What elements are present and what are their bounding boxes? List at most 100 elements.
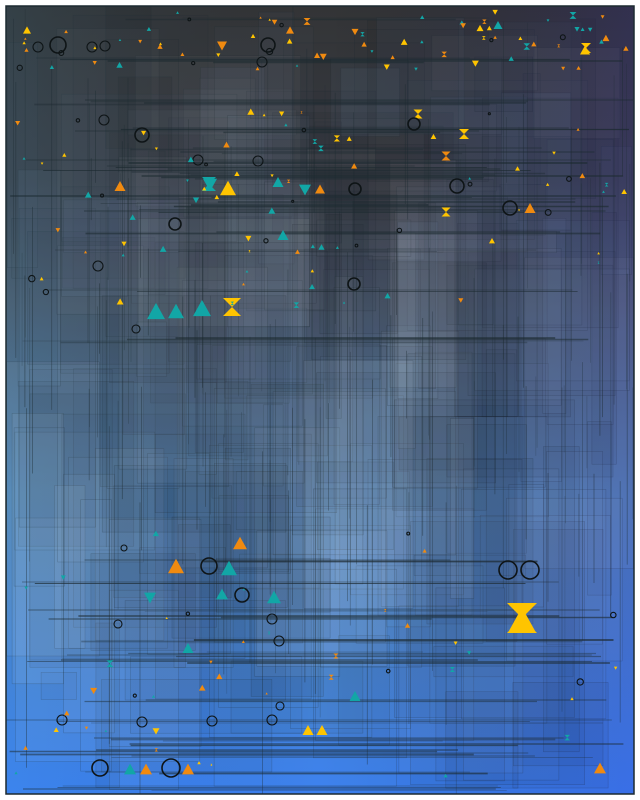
hourglass-icon (507, 603, 537, 633)
triangle-up-icon (234, 171, 240, 177)
triangle-up-icon (597, 251, 600, 255)
triangle-up-icon (151, 695, 156, 698)
triangle-up-icon (420, 15, 425, 20)
triangle-up-icon (576, 128, 580, 131)
hourglass-icon (557, 44, 561, 48)
triangle-down-icon (471, 60, 479, 67)
ring-icon (406, 531, 411, 536)
hourglass-icon (223, 298, 241, 316)
ring-icon (92, 260, 104, 272)
triangle-up-icon (468, 177, 472, 180)
ring-icon (252, 155, 264, 167)
ring-icon (91, 759, 109, 777)
triangle-up-icon (259, 16, 262, 19)
triangle-up-icon (62, 153, 67, 157)
triangle-up-icon (39, 276, 44, 281)
triangle-down-icon (152, 728, 160, 735)
triangle-down-icon (55, 228, 61, 233)
triangle-down-icon (271, 19, 278, 25)
triangle-up-icon (486, 25, 492, 31)
triangle-up-icon (576, 65, 581, 70)
hourglass-icon (413, 109, 423, 119)
triangle-down-icon (270, 174, 274, 178)
ring-icon (520, 560, 540, 580)
triangle-up-icon (176, 11, 179, 14)
triangle-up-icon (93, 46, 97, 50)
ring-icon (86, 41, 98, 53)
ring-icon (206, 715, 218, 727)
triangle-down-icon (245, 235, 252, 242)
triangle-up-icon (245, 270, 249, 273)
ring-icon (266, 714, 278, 726)
ring-icon (99, 40, 111, 52)
triangle-up-icon (430, 133, 437, 140)
canvas-border (5, 5, 635, 795)
markers (14, 9, 629, 778)
ring-icon (58, 50, 65, 57)
triangle-up-icon (22, 41, 26, 45)
triangle-up-icon (147, 302, 165, 320)
triangle-up-icon (346, 136, 352, 141)
ring-icon (385, 668, 391, 674)
hourglass-icon (248, 250, 251, 253)
triangle-up-icon (310, 269, 315, 273)
ring-icon (191, 60, 196, 66)
triangle-up-icon (116, 62, 123, 68)
hourglass-icon (267, 631, 271, 635)
triangle-up-icon (118, 38, 122, 42)
triangle-up-icon (545, 182, 550, 186)
hourglass-icon (154, 748, 158, 752)
triangle-up-icon (404, 623, 411, 628)
triangle-up-icon (349, 691, 361, 701)
triangle-up-icon (265, 692, 268, 695)
triangle-up-icon (268, 207, 276, 214)
triangle-up-icon (159, 245, 167, 252)
hourglass-icon (564, 734, 571, 741)
triangle-up-icon (104, 729, 108, 732)
triangle-up-icon (284, 123, 288, 127)
ring-icon (136, 716, 148, 728)
triangle-down-icon (460, 23, 466, 29)
triangle-down-icon (613, 666, 618, 670)
hourglass-icon (106, 660, 114, 668)
triangle-up-icon (24, 37, 27, 40)
triangle-up-icon (295, 249, 300, 254)
ring-icon (566, 175, 572, 182)
triangle-down-icon (141, 130, 147, 136)
ring-icon (131, 324, 141, 334)
triangle-up-icon (158, 42, 163, 46)
hourglass-icon (441, 151, 451, 161)
hourglass-icon (333, 135, 340, 142)
triangle-down-icon (209, 660, 213, 664)
triangle-up-icon (152, 530, 159, 537)
hourglass-icon (523, 43, 531, 50)
triangle-up-icon (318, 244, 325, 250)
triangle-up-icon (621, 188, 627, 194)
triangle-down-icon (138, 39, 143, 44)
ring-icon (354, 243, 359, 248)
triangle-up-icon (49, 65, 55, 70)
triangle-up-icon (223, 141, 230, 148)
hourglass-icon (286, 179, 291, 183)
ring-icon (396, 227, 403, 234)
triangle-up-icon (570, 697, 574, 701)
ring-icon (347, 277, 361, 291)
triangle-down-icon (518, 209, 521, 212)
triangle-down-icon (453, 641, 458, 645)
triangle-up-icon (518, 36, 523, 40)
ring-icon (185, 611, 191, 616)
triangle-up-icon (351, 163, 358, 169)
triangle-up-icon (286, 26, 294, 34)
triangle-up-icon (335, 246, 339, 249)
ring-icon (120, 544, 128, 552)
hourglass-icon (383, 609, 387, 612)
ring-icon (273, 635, 285, 647)
triangle-down-icon (370, 50, 374, 53)
triangle-down-icon (383, 64, 390, 70)
triangle-up-icon (202, 186, 207, 191)
triangle-up-icon (64, 710, 70, 716)
hourglass-icon (604, 182, 609, 187)
triangle-down-icon (24, 586, 28, 590)
triangle-up-icon (221, 560, 237, 576)
